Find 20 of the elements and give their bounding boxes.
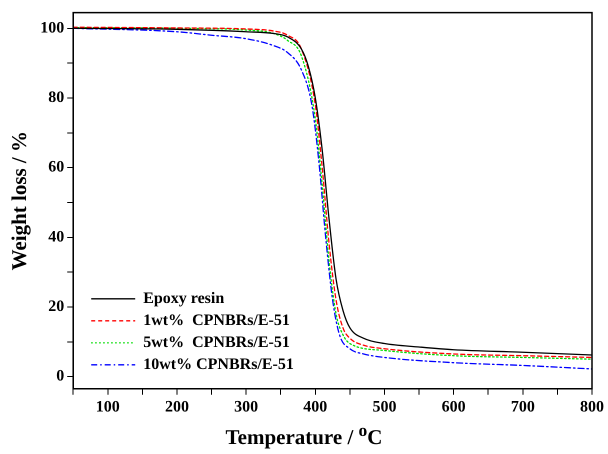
y-axis-title: Weight loss / % <box>7 130 32 270</box>
x-tick-label: 200 <box>164 398 189 416</box>
y-tick-label: 0 <box>56 368 64 385</box>
x-tick-label: 400 <box>303 398 328 416</box>
legend-label: 1wt% CPNBRs/E-51 <box>143 312 290 329</box>
x-tick-label: 600 <box>442 398 466 416</box>
y-tick-label: 80 <box>48 89 64 106</box>
legend-label: 5wt% CPNBRs/E-51 <box>143 334 290 351</box>
x-tick-label: 100 <box>96 398 120 416</box>
x-tick-label: 700 <box>510 398 535 416</box>
x-tick-label: 300 <box>234 398 258 416</box>
x-tick-label: 800 <box>580 398 604 416</box>
y-tick-label: 40 <box>48 228 64 246</box>
x-tick-label: 500 <box>372 398 396 416</box>
legend-label: 10wt% CPNBRs/E-51 <box>143 356 294 373</box>
y-tick-label: 100 <box>40 19 64 36</box>
legend-label: Epoxy resin <box>143 290 224 307</box>
x-axis-title: Temperature / $^{o}$C <box>224 420 384 450</box>
y-tick-label: 20 <box>48 298 64 316</box>
y-tick-label: 60 <box>48 158 64 176</box>
